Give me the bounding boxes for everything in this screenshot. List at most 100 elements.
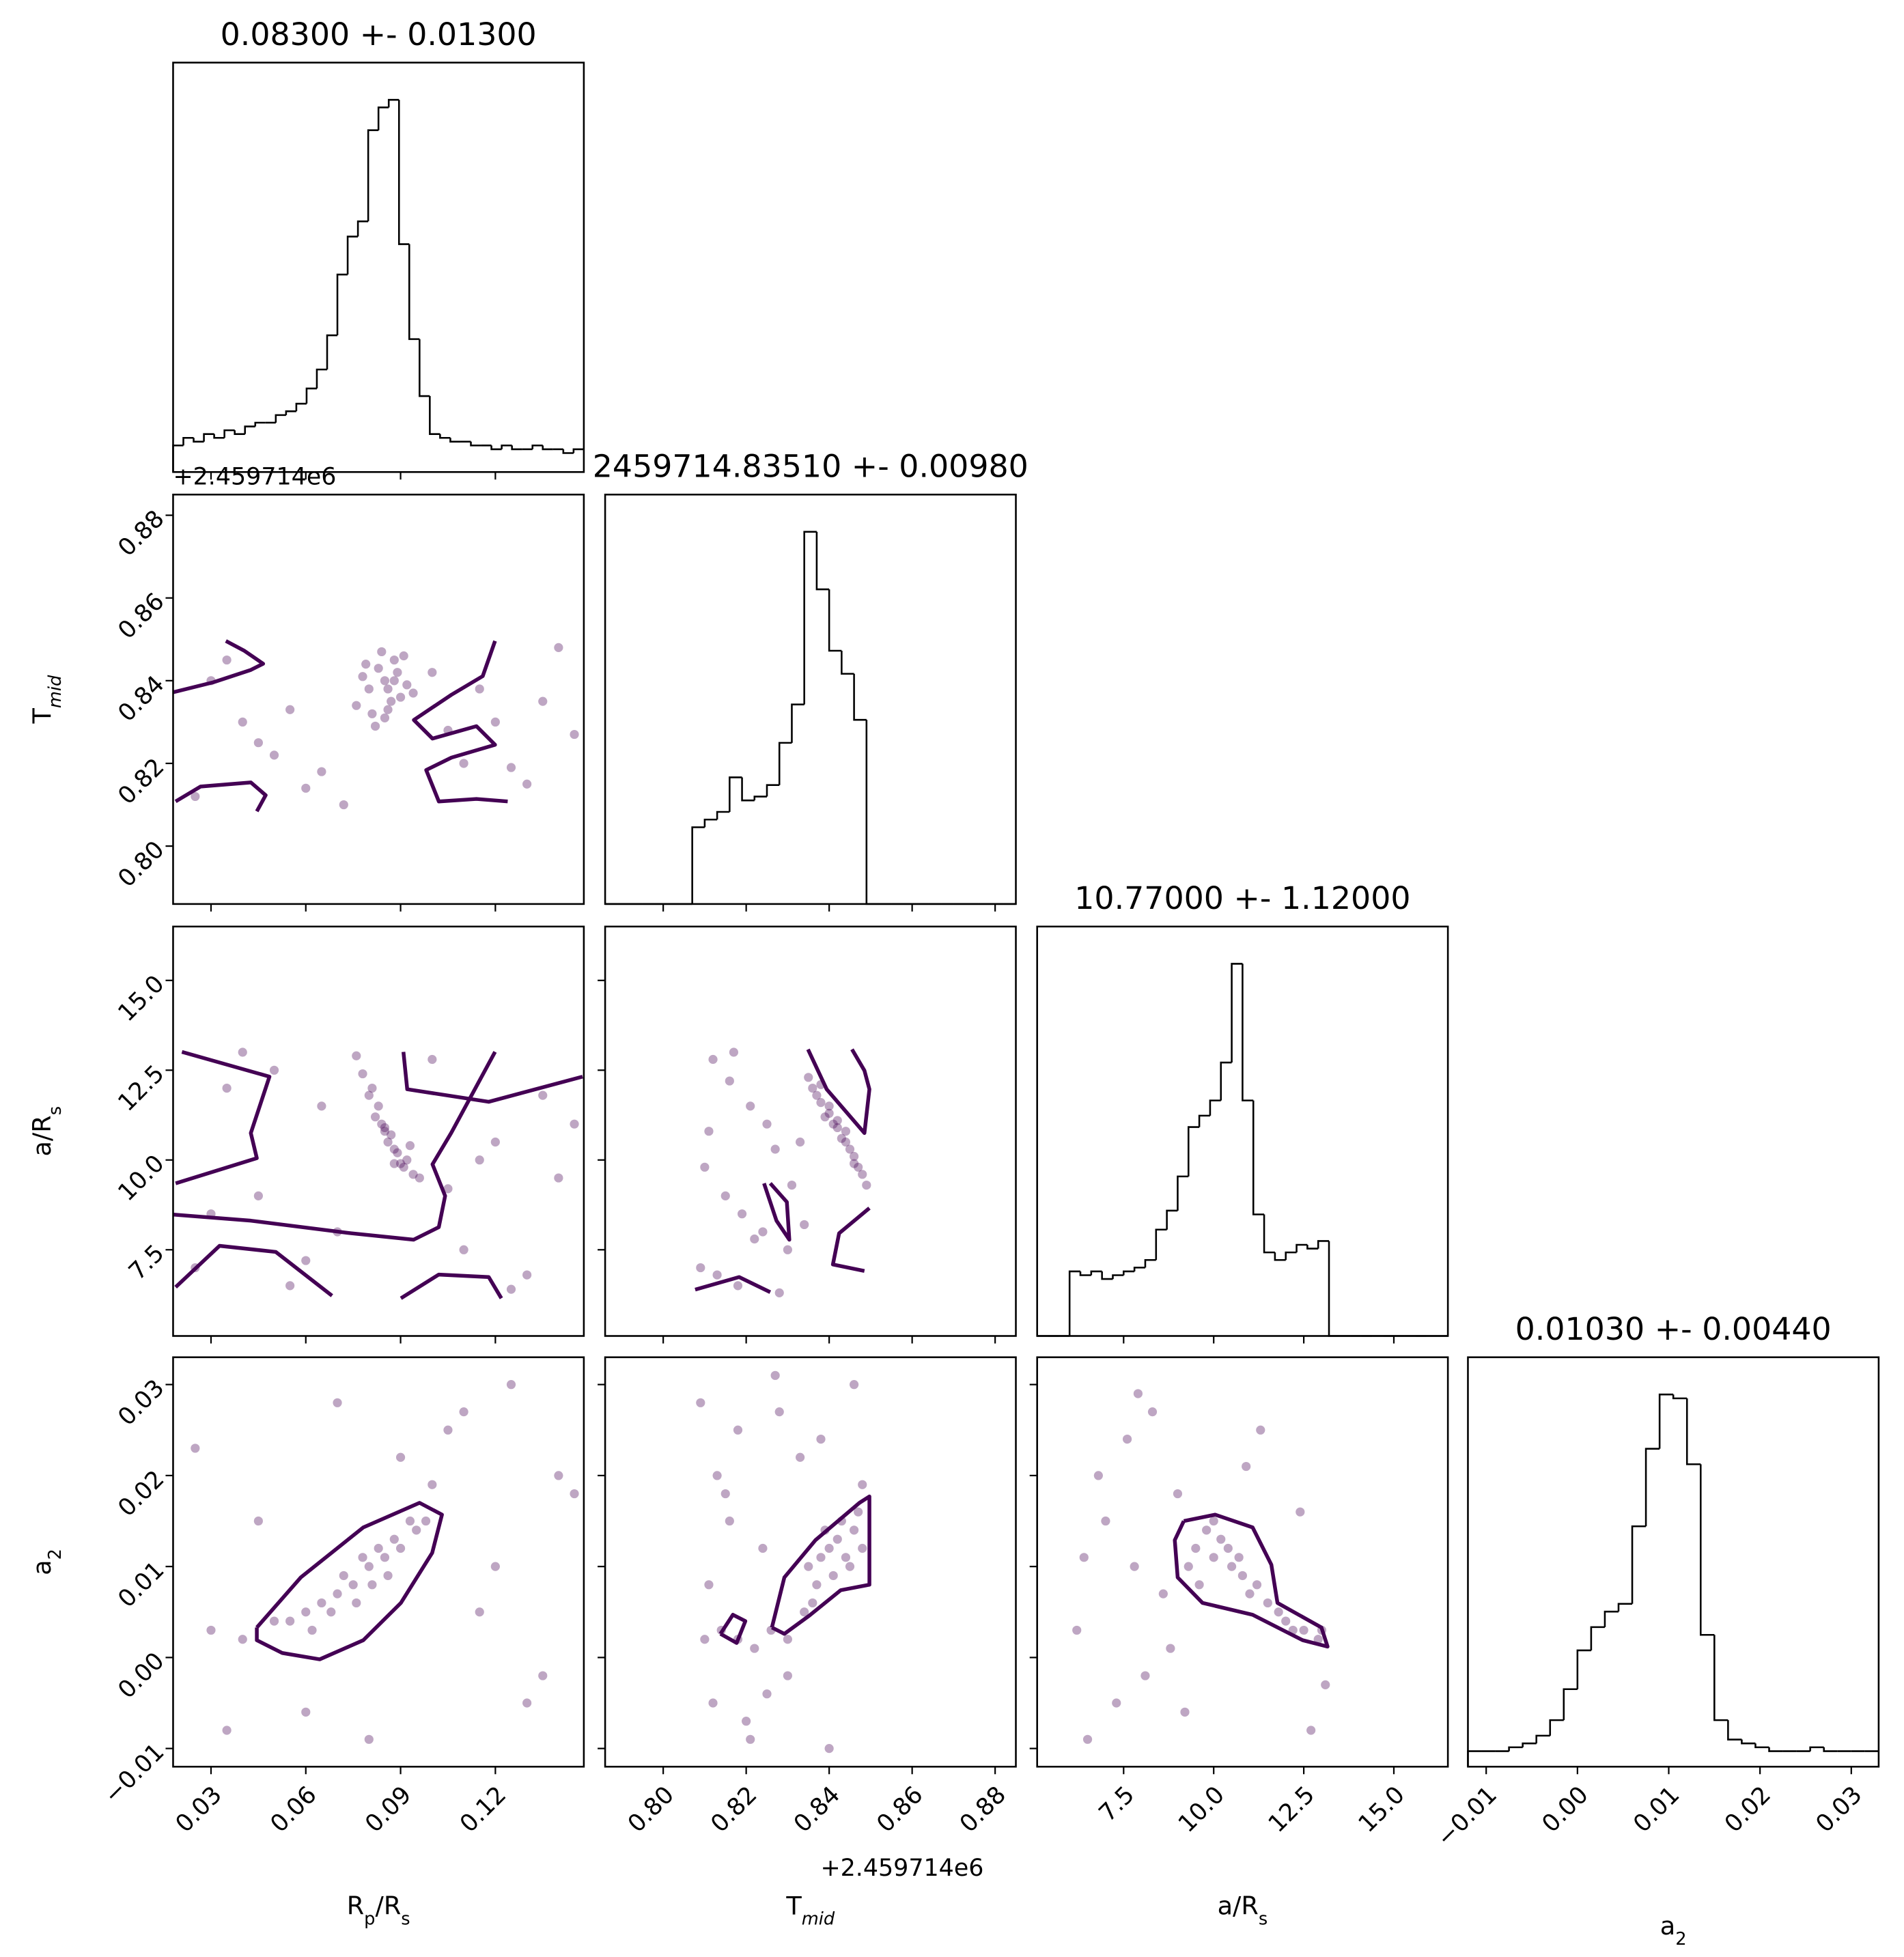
histogram-bin: [865, 720, 880, 905]
scatter-point: [729, 1047, 739, 1057]
scatter-point: [269, 750, 279, 760]
axis-label-subscript: p: [364, 1909, 375, 1930]
histogram-bin: [326, 334, 338, 370]
scatter-point: [804, 1073, 813, 1082]
x-tick-label: 0.00: [1537, 1782, 1594, 1838]
scatter-point: [522, 779, 532, 789]
scatter-point: [849, 1151, 859, 1161]
x-tick-label: 12.5: [1263, 1782, 1320, 1838]
axis-label: Rp/Rs: [347, 1891, 410, 1930]
histogram-bin: [1252, 1100, 1265, 1215]
scatter-point: [858, 1543, 867, 1553]
axis-label-subscript: 2: [1675, 1929, 1686, 1949]
scatter-point: [570, 729, 579, 740]
scatter-point: [832, 1534, 842, 1544]
scatter-point: [812, 1580, 822, 1590]
scatter-point: [364, 1734, 374, 1744]
scatter-point: [824, 1543, 834, 1553]
scatter-point: [395, 1543, 406, 1553]
scatter-point: [506, 1380, 516, 1390]
scatter-point: [383, 1137, 393, 1147]
scatter-point: [367, 1580, 377, 1590]
scatter-point: [490, 1562, 500, 1571]
scatter-point: [696, 1398, 705, 1407]
scatter-point: [820, 1112, 830, 1122]
scatter-point: [774, 1288, 784, 1297]
scatter-point: [326, 1607, 336, 1617]
scatter-point: [1209, 1553, 1218, 1562]
scatter-point: [459, 1245, 468, 1254]
scatter-point: [800, 1220, 809, 1230]
contour: [401, 1052, 583, 1104]
histogram-bin: [275, 414, 286, 423]
scatter-point: [402, 680, 412, 690]
scatter-point: [733, 1425, 743, 1435]
panel-frame: [604, 1356, 1017, 1768]
scatter-point: [191, 791, 200, 802]
histogram-bin: [1068, 1270, 1080, 1336]
histogram-bin: [1604, 1610, 1619, 1627]
histogram-bin: [1549, 1719, 1564, 1736]
scatter-point: [862, 1180, 871, 1190]
scatter-point: [762, 1689, 772, 1699]
scatter-point: [374, 1101, 383, 1111]
x-tick-label: 15.0: [1354, 1782, 1410, 1838]
histogram-bin: [1285, 1251, 1297, 1261]
panel-frame: [172, 1356, 585, 1768]
scatter-point: [364, 1562, 374, 1571]
histogram-bin: [1198, 1114, 1210, 1127]
y-tick-label: 0.82: [113, 753, 169, 810]
scatter-point: [800, 1607, 809, 1617]
axis-label: a/Rs: [1218, 1891, 1268, 1930]
axis-label: a2: [27, 1549, 66, 1575]
histogram-bin: [490, 445, 502, 451]
scatter-point: [1321, 1680, 1330, 1689]
scatter-point: [428, 1054, 437, 1065]
scatter-point: [742, 1717, 751, 1726]
scatter-point: [828, 1119, 838, 1129]
scatter-point: [395, 692, 406, 702]
panel-title: 10.77000 +- 1.12000: [1074, 879, 1410, 916]
contour: [806, 1048, 871, 1136]
scatter-point: [377, 647, 387, 657]
scatter-point: [383, 705, 393, 714]
scatter-point: [358, 1069, 367, 1079]
histogram-bin: [449, 438, 461, 443]
scatter-point: [696, 1263, 705, 1273]
scatter-point: [1306, 1726, 1316, 1735]
scatter-point: [733, 1281, 743, 1291]
x-tick-label: 0.01: [1628, 1782, 1685, 1838]
histogram-bin: [1187, 1126, 1200, 1177]
histogram-bin: [1079, 1271, 1091, 1276]
scatter-point: [370, 721, 380, 731]
scatter-point: [770, 1370, 780, 1380]
histogram-bin: [803, 531, 817, 705]
scatter-point: [393, 668, 402, 677]
scatter-point: [570, 1119, 579, 1129]
scatter-point: [428, 1480, 437, 1489]
scatter-point: [1082, 1734, 1093, 1744]
scatter-point: [841, 1553, 851, 1562]
scatter-point: [796, 1452, 805, 1462]
x-tick-label: 0.12: [455, 1782, 512, 1838]
histogram-bin: [336, 273, 348, 336]
histogram-bin: [1809, 1746, 1824, 1751]
histogram-bin: [387, 98, 400, 108]
scatter-point: [1216, 1534, 1226, 1544]
axis-label-subscript: s: [1259, 1909, 1268, 1930]
panel-title: 0.08300 +- 0.01300: [221, 16, 537, 53]
panel-frame: [172, 925, 585, 1337]
histogram-bin: [1274, 1252, 1286, 1261]
histogram-bin: [1631, 1525, 1647, 1604]
scatter-point: [459, 759, 468, 768]
scatter-point: [339, 800, 348, 810]
scatter-point: [1296, 1507, 1305, 1517]
scatter-point: [1122, 1435, 1132, 1444]
axis-label-subscript: 2: [45, 1549, 66, 1560]
histogram-bin: [1177, 1175, 1189, 1211]
y-tick-label: 0.84: [113, 671, 169, 727]
panel-frame: [1036, 1356, 1449, 1768]
scatter-point: [704, 1580, 714, 1590]
histogram-bin: [1563, 1688, 1578, 1721]
scatter-point: [421, 1516, 431, 1526]
